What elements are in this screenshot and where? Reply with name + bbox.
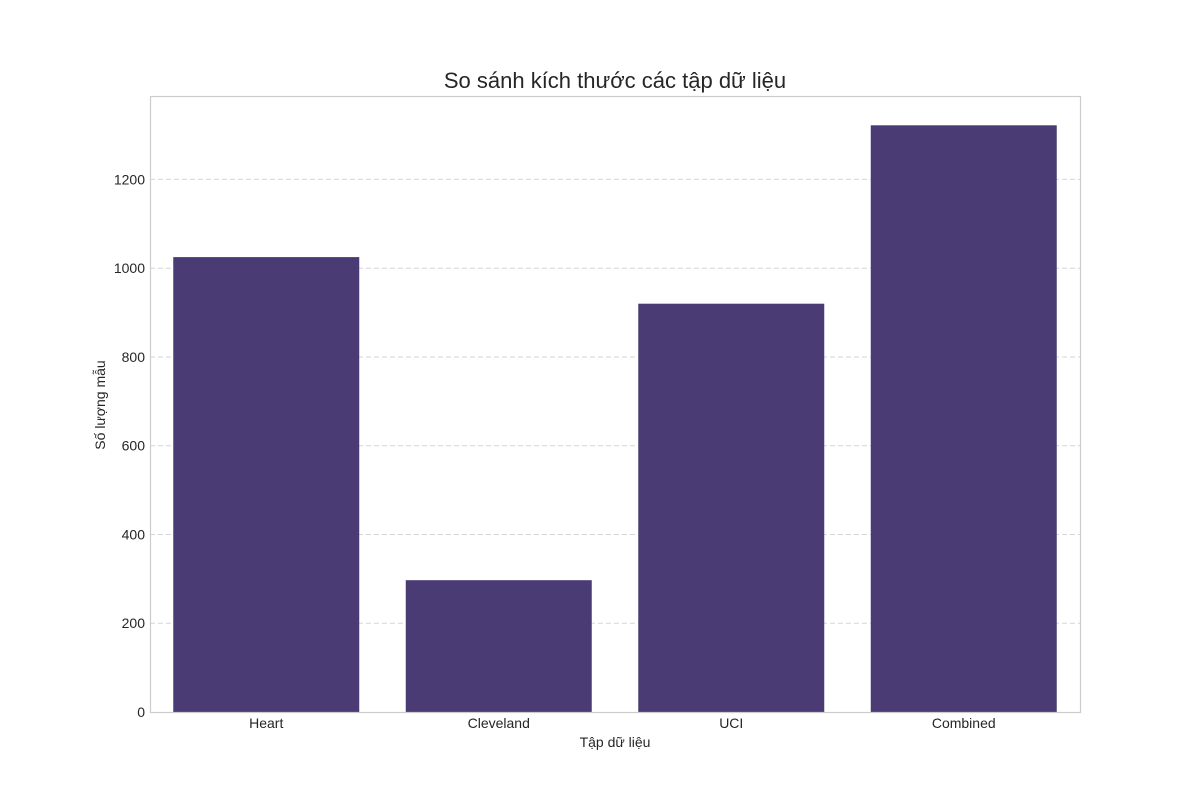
x-tick-label: UCI bbox=[719, 715, 743, 731]
y-tick-label: 600 bbox=[122, 438, 146, 454]
bars bbox=[173, 125, 1057, 712]
bar-combined bbox=[870, 125, 1057, 712]
y-tick-label: 200 bbox=[122, 615, 146, 631]
bar-cleveland bbox=[405, 580, 592, 712]
y-tick-label: 400 bbox=[122, 526, 146, 542]
bar-heart bbox=[173, 257, 360, 712]
y-tick-label: 0 bbox=[137, 704, 145, 720]
y-axis-label: Số lượng mẫu bbox=[92, 360, 108, 449]
x-tick-label: Combined bbox=[932, 715, 996, 731]
x-tick-label: Cleveland bbox=[468, 715, 530, 731]
y-tick-label: 1000 bbox=[114, 260, 145, 276]
plot-frame bbox=[149, 95, 1082, 714]
x-tick-label: Heart bbox=[249, 715, 283, 731]
y-axis-ticks: 0 200 400 600 800 1000 1200 bbox=[114, 171, 145, 720]
y-tick-label: 1200 bbox=[114, 171, 145, 187]
x-axis-ticks: Heart Cleveland UCI Combined bbox=[249, 715, 996, 731]
bar-uci bbox=[638, 303, 825, 712]
chart-title: So sánh kích thước các tập dữ liệu bbox=[444, 68, 786, 93]
y-tick-label: 800 bbox=[122, 349, 146, 365]
x-axis-label: Tập dữ liệu bbox=[580, 734, 651, 750]
